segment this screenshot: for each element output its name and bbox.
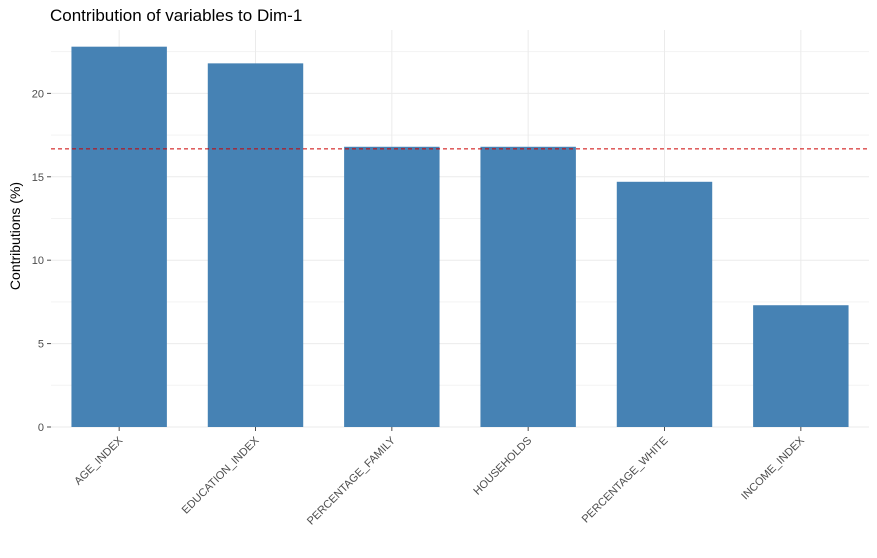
bar-education-index	[207, 63, 304, 428]
bar-age-index	[71, 46, 167, 428]
x-tick-label: PERCENTAGE_FAMILY	[305, 434, 398, 527]
x-tick-label: EDUCATION_INDEX	[180, 434, 262, 516]
chart-title: Contribution of variables to Dim-1	[50, 6, 303, 25]
x-tick-label: INCOME_INDEX	[739, 434, 807, 502]
y-tick-label: 20	[32, 88, 44, 100]
bar-percentage-white	[616, 181, 713, 427]
y-tick-label: 15	[32, 172, 44, 184]
y-tick-label: 5	[38, 339, 44, 351]
y-tick-label: 10	[32, 255, 44, 267]
x-tick-label: PERCENTAGE_WHITE	[580, 435, 671, 526]
y-axis-title: Contributions (%)	[7, 182, 23, 290]
bar-percentage-family	[344, 146, 440, 427]
bar-income-index	[753, 305, 849, 427]
x-tick-label: AGE_INDEX	[72, 434, 125, 487]
bar-households	[480, 146, 576, 427]
bars	[71, 46, 849, 428]
x-axis-ticks: AGE_INDEX EDUCATION_INDEX PERCENTAGE_FAMIL…	[72, 427, 807, 528]
y-axis-ticks: 0 5 10 15 20	[32, 88, 51, 434]
x-tick-label: HOUSEHOLDS	[471, 435, 534, 498]
grid-lines	[51, 30, 869, 428]
y-tick-label: 0	[38, 422, 44, 434]
